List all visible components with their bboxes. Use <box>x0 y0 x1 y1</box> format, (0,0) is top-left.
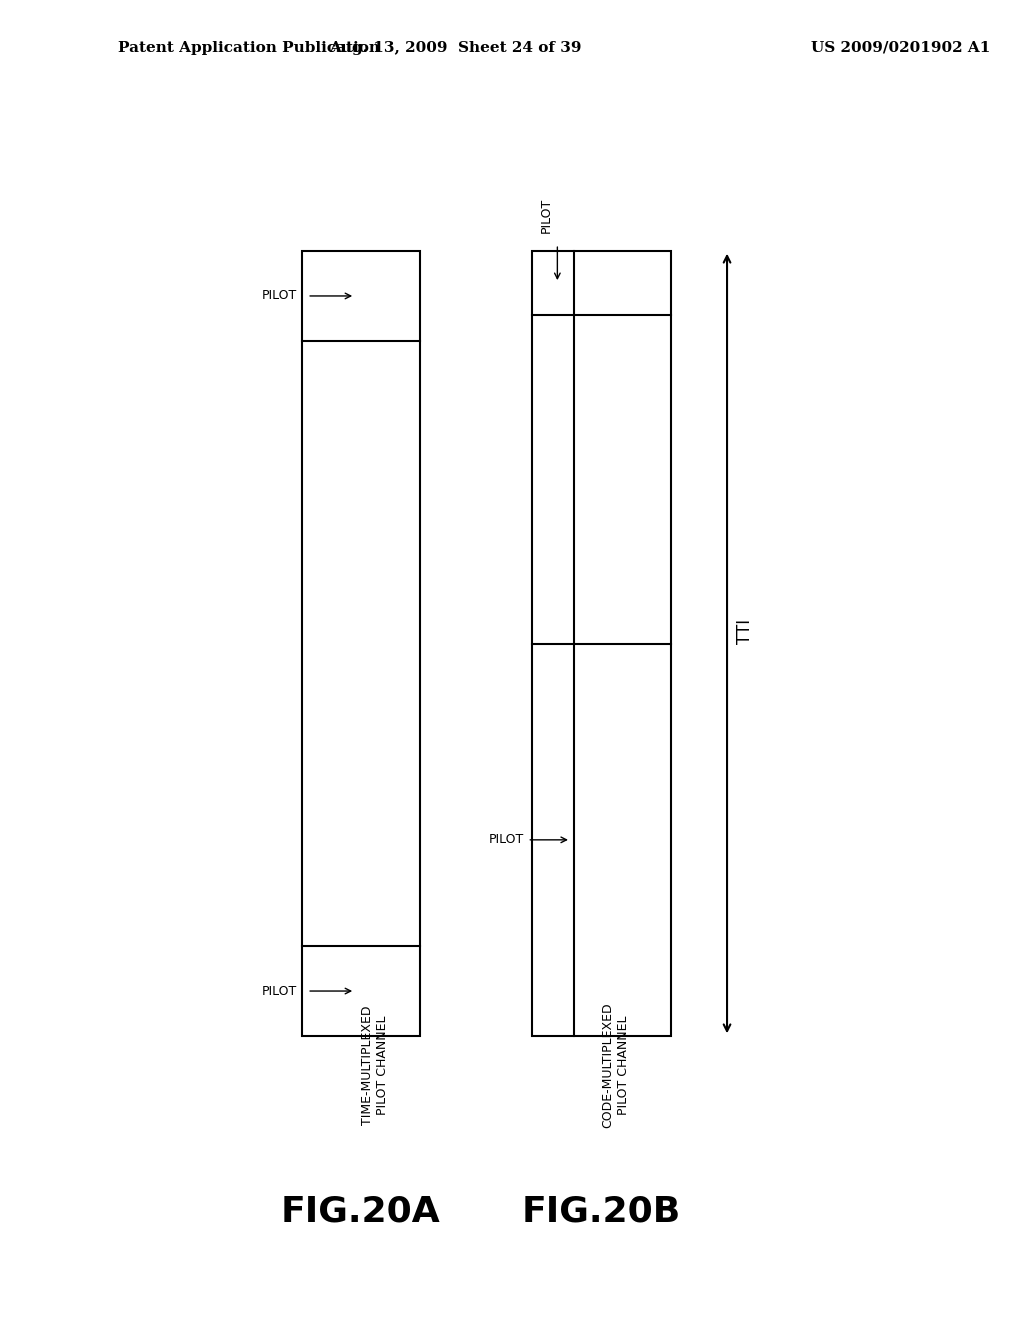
Bar <box>532 251 671 1036</box>
Text: CODE-MULTIPLEXED
PILOT CHANNEL: CODE-MULTIPLEXED PILOT CHANNEL <box>602 1002 630 1129</box>
Text: FIG.20B: FIG.20B <box>522 1195 681 1229</box>
Text: TIME-MULTIPLEXED
PILOT CHANNEL: TIME-MULTIPLEXED PILOT CHANNEL <box>360 1006 389 1125</box>
Text: TTI: TTI <box>736 618 755 644</box>
Bar <box>302 251 420 1036</box>
Text: PILOT: PILOT <box>489 833 524 846</box>
Text: FIG.20A: FIG.20A <box>281 1195 441 1229</box>
Text: PILOT: PILOT <box>541 198 553 232</box>
Text: PILOT: PILOT <box>262 289 297 302</box>
Text: US 2009/0201902 A1: US 2009/0201902 A1 <box>811 41 991 54</box>
Text: Patent Application Publication: Patent Application Publication <box>118 41 380 54</box>
Text: PILOT: PILOT <box>262 985 297 998</box>
Text: Aug. 13, 2009  Sheet 24 of 39: Aug. 13, 2009 Sheet 24 of 39 <box>330 41 582 54</box>
